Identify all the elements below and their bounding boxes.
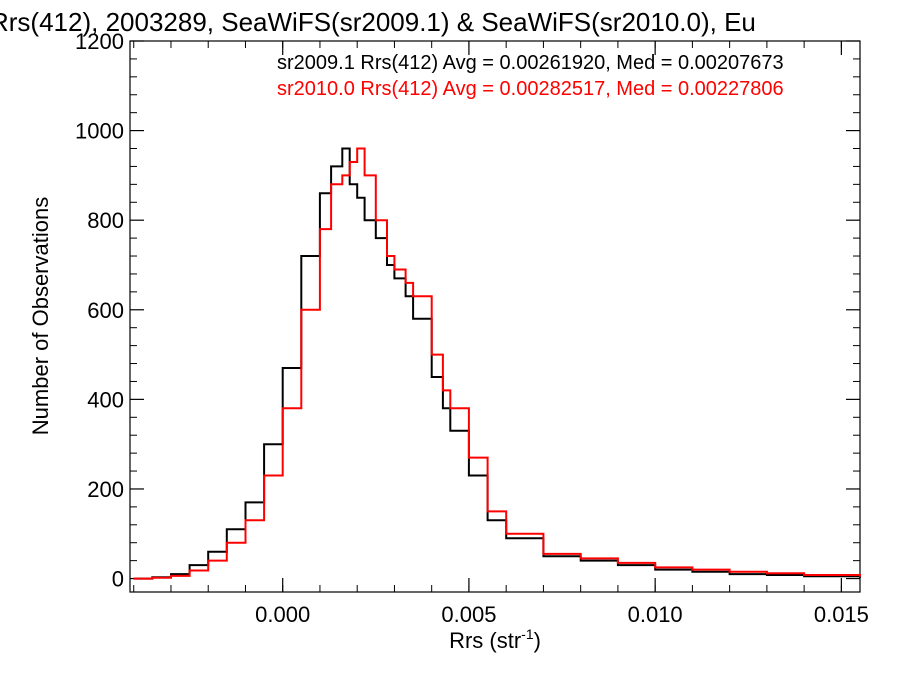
y-tick-label: 1000 [75, 119, 124, 144]
series-layer [133, 147, 861, 580]
y-axis: 0 200 400 600 800 1000 1200 [75, 29, 860, 592]
x-tick-label: 0.015 [814, 602, 869, 627]
chart-title: Rrs(412), 2003289, SeaWiFS(sr2009.1) & S… [0, 7, 756, 37]
x-axis: 0.000 0.005 0.010 0.015 [133, 41, 869, 627]
legend-entry-sr2009: sr2009.1 Rrs(412) Avg = 0.00261920, Med … [277, 52, 784, 74]
y-tick-label: 600 [87, 298, 124, 323]
x-axis-label-close: ) [534, 628, 541, 653]
y-tick-label: 200 [87, 477, 124, 502]
y-tick-label: 0 [112, 567, 124, 592]
y-axis-label: Number of Observations [28, 197, 53, 435]
x-tick-label: 0.010 [628, 602, 683, 627]
x-axis-label-text: Rrs (str [449, 628, 521, 653]
series-line-1 [133, 147, 861, 580]
plot-frame [129, 40, 861, 593]
series-line-0 [133, 147, 861, 580]
x-axis-label: Rrs (str-1) [449, 626, 541, 653]
legend-entry-sr2010: sr2010.0 Rrs(412) Avg = 0.00282517, Med … [277, 78, 784, 100]
x-axis-label-superscript: -1 [521, 626, 534, 642]
y-tick-label: 800 [87, 208, 124, 233]
y-tick-label: 400 [87, 387, 124, 412]
x-tick-label: 0.000 [255, 602, 310, 627]
y-tick-label: 1200 [75, 29, 124, 54]
x-tick-label: 0.005 [441, 602, 496, 627]
